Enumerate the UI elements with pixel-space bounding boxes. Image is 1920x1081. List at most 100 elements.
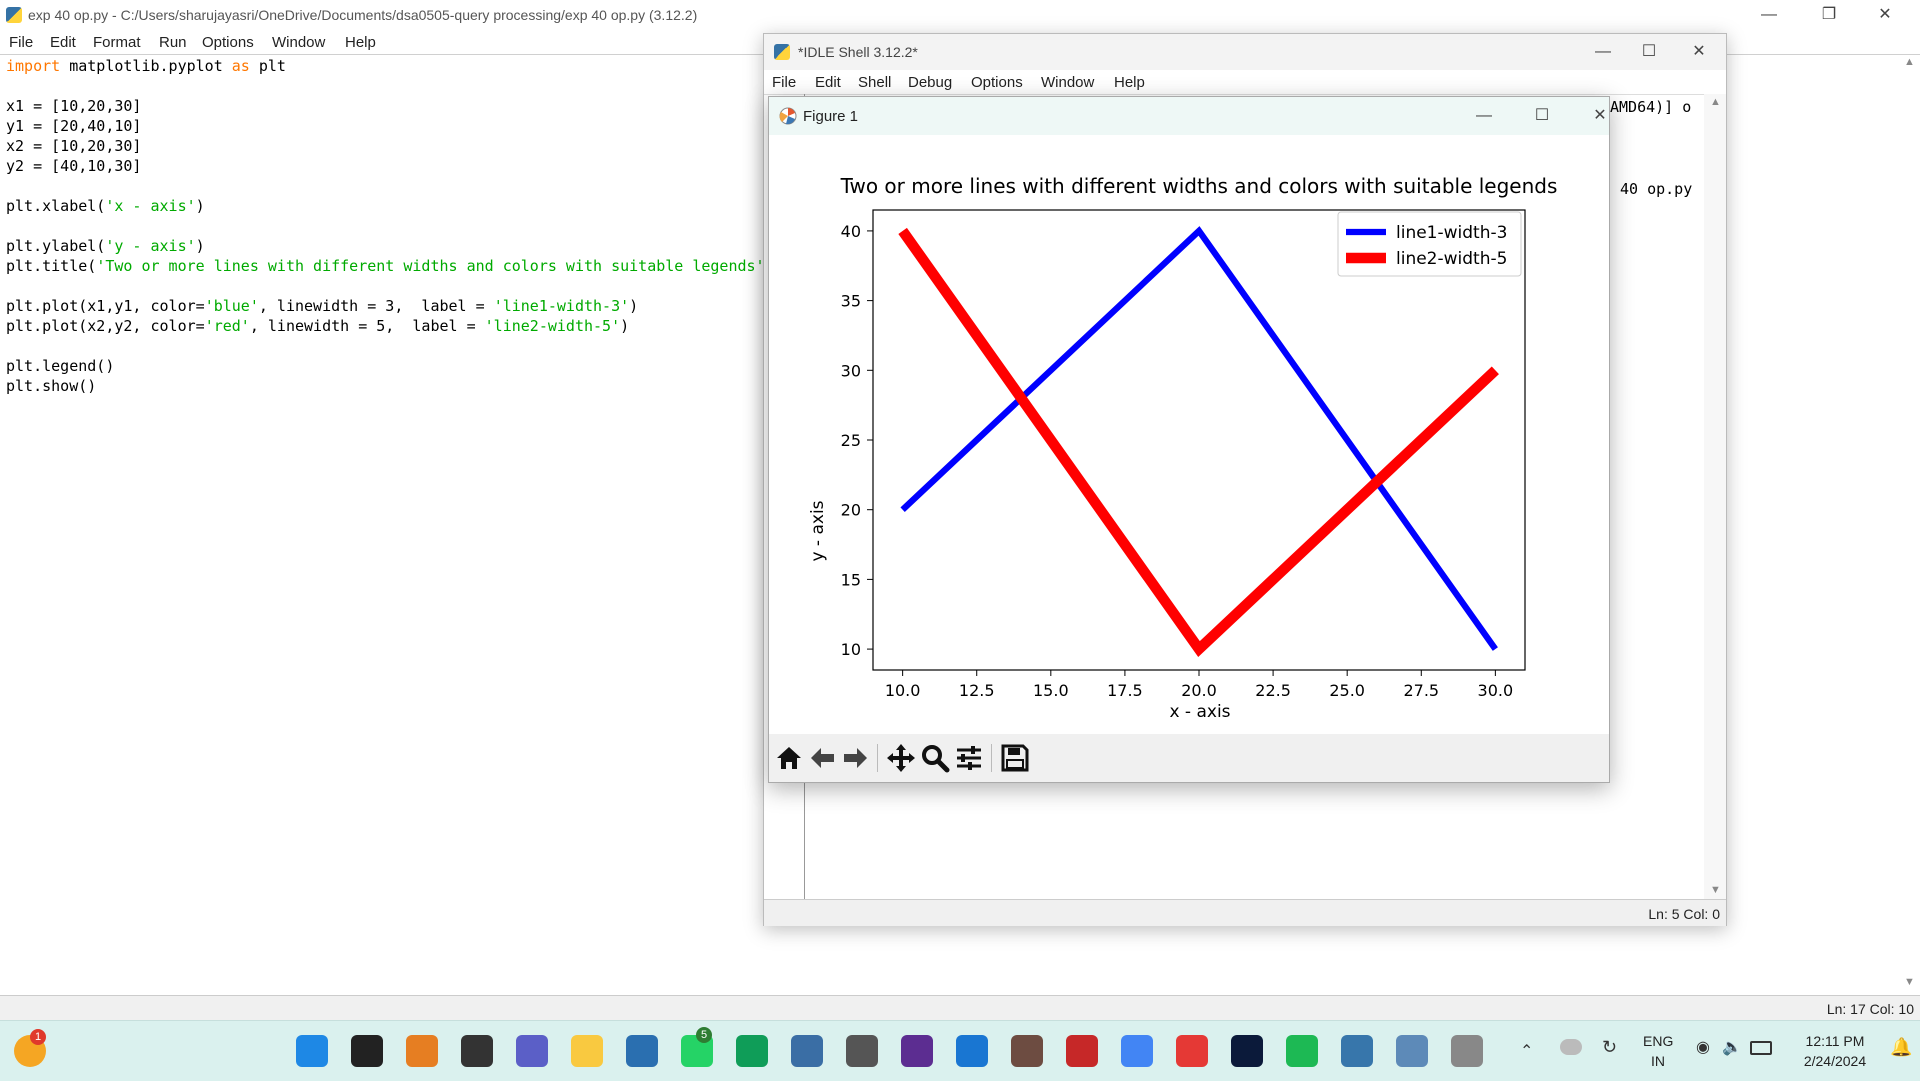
shark-icon[interactable] xyxy=(626,1035,658,1067)
task-view-icon[interactable] xyxy=(461,1035,493,1067)
whatsapp-badge: 5 xyxy=(696,1027,712,1043)
language-indicator[interactable]: ENG xyxy=(1643,1033,1674,1049)
pan-icon[interactable] xyxy=(885,742,917,774)
python-icon[interactable] xyxy=(1341,1035,1373,1067)
editor-menu-options[interactable]: Options xyxy=(202,34,254,51)
shell-menu-options[interactable]: Options xyxy=(971,74,1023,91)
shell-minimize-button[interactable]: — xyxy=(1595,43,1611,60)
editor-menu-window[interactable]: Window xyxy=(272,34,326,51)
disney-icon[interactable] xyxy=(1231,1035,1263,1067)
visual-studio-icon[interactable] xyxy=(901,1035,933,1067)
x-tick-label: 30.0 xyxy=(1478,681,1514,700)
start-icon[interactable] xyxy=(296,1035,328,1067)
idle-icon[interactable] xyxy=(1396,1035,1428,1067)
shell-menu-file[interactable]: File xyxy=(772,74,797,91)
x-tick-label: 10.0 xyxy=(885,681,921,700)
zoom-icon[interactable] xyxy=(919,742,951,774)
code-editor[interactable]: import matplotlib.pyplot as plt​x1 = [10… xyxy=(6,56,766,956)
shell-status-text: Ln: 5 Col: 0 xyxy=(1648,906,1720,922)
battery-icon[interactable] xyxy=(1750,1041,1772,1055)
shell-title: *IDLE Shell 3.12.2* xyxy=(798,44,918,60)
shell-close-button[interactable]: ✕ xyxy=(1692,43,1706,60)
copilot-icon[interactable] xyxy=(406,1035,438,1067)
scroll-down-icon[interactable]: ▼ xyxy=(1904,976,1915,988)
shell-maximize-button[interactable]: ☐ xyxy=(1641,43,1657,60)
code-line: ​ xyxy=(6,76,766,96)
speaker-muted-icon[interactable]: 🔈 xyxy=(1722,1039,1742,1056)
code-line: y1 = [20,40,10] xyxy=(6,117,142,135)
scroll-up-icon[interactable]: ▲ xyxy=(1710,96,1721,108)
x-tick-label: 25.0 xyxy=(1329,681,1365,700)
home-icon[interactable] xyxy=(773,742,805,774)
x-axis-label: x - axis xyxy=(1169,702,1230,722)
code-line: plt.title('Two or more lines with differ… xyxy=(6,257,766,275)
code-line: plt.plot(x2,y2, color='red', linewidth =… xyxy=(6,317,630,335)
edge-icon[interactable] xyxy=(736,1035,768,1067)
teams-icon[interactable] xyxy=(516,1035,548,1067)
opera-icon[interactable] xyxy=(1176,1035,1208,1067)
figure-title: Figure 1 xyxy=(803,108,859,125)
editor-scrollbar[interactable]: ▲ ▼ xyxy=(1898,56,1920,991)
editor-menu-format[interactable]: Format xyxy=(93,34,141,51)
chevron-up-icon[interactable]: ⌃ xyxy=(1520,1043,1534,1060)
x-tick-label: 22.5 xyxy=(1255,681,1291,700)
y-axis-label: y - axis xyxy=(808,500,828,561)
scroll-up-icon[interactable]: ▲ xyxy=(1904,56,1915,68)
series-line-1 xyxy=(900,226,1498,651)
wifi-icon[interactable]: ◉ xyxy=(1696,1039,1710,1056)
shell-menu-help[interactable]: Help xyxy=(1114,74,1145,91)
editor-menu-edit[interactable]: Edit xyxy=(50,34,76,51)
editor-restore-button[interactable]: ❐ xyxy=(1821,6,1837,23)
python-file-icon xyxy=(6,7,22,23)
figure-maximize-button[interactable]: ☐ xyxy=(1534,107,1550,124)
figure-minimize-button[interactable]: — xyxy=(1476,107,1492,124)
onedrive-icon[interactable] xyxy=(1560,1039,1582,1055)
bell-icon[interactable]: 🔔 xyxy=(1890,1037,1913,1057)
spotify-icon[interactable] xyxy=(1286,1035,1318,1067)
devcpp-icon[interactable] xyxy=(1066,1035,1098,1067)
shell-menu-shell[interactable]: Shell xyxy=(858,74,892,91)
editor-menu-run[interactable]: Run xyxy=(159,34,187,51)
monitor-app-icon[interactable] xyxy=(956,1035,988,1067)
code-line: plt.ylabel('y - axis') xyxy=(6,237,205,255)
editor-menu-help[interactable]: Help xyxy=(345,34,376,51)
editor-close-button[interactable]: ✕ xyxy=(1878,6,1892,23)
file-explorer-icon[interactable] xyxy=(571,1035,603,1067)
x-tick-label: 12.5 xyxy=(959,681,995,700)
code-line: x2 = [10,20,30] xyxy=(6,137,142,155)
shell-menu-window[interactable]: Window xyxy=(1041,74,1095,91)
code-line: x1 = [10,20,30] xyxy=(6,97,142,115)
search-icon[interactable] xyxy=(351,1035,383,1067)
legend-label: line1-width-3 xyxy=(1396,223,1507,243)
code-line: import matplotlib.pyplot as plt xyxy=(6,57,286,75)
region-indicator[interactable]: IN xyxy=(1651,1053,1665,1069)
chrome-icon[interactable] xyxy=(1121,1035,1153,1067)
save-icon[interactable] xyxy=(999,742,1031,774)
clock-time[interactable]: 12:11 PM xyxy=(1805,1033,1865,1049)
back-arrow-icon[interactable] xyxy=(807,742,839,774)
figure-icon[interactable] xyxy=(1451,1035,1483,1067)
editor-minimize-button[interactable]: — xyxy=(1761,6,1777,23)
scroll-down-icon[interactable]: ▼ xyxy=(1710,884,1721,896)
editor-menu-file[interactable]: File xyxy=(9,34,34,51)
tool-icon[interactable] xyxy=(1011,1035,1043,1067)
shell-menu-edit[interactable]: Edit xyxy=(815,74,841,91)
app-icon[interactable] xyxy=(846,1035,878,1067)
y-tick-label: 20 xyxy=(841,501,861,520)
code-line: ​ xyxy=(6,216,766,236)
clock-date[interactable]: 2/24/2024 xyxy=(1803,1053,1867,1069)
x-tick-label: 20.0 xyxy=(1181,681,1217,700)
code-line: ​ xyxy=(6,176,766,196)
configure-subplots-icon[interactable] xyxy=(953,742,985,774)
sync-icon[interactable]: ↻ xyxy=(1602,1037,1618,1057)
shell-scrollbar[interactable]: ▲ ▼ xyxy=(1704,94,1726,899)
figure-close-button[interactable]: ✕ xyxy=(1593,107,1607,124)
code-line: plt.show() xyxy=(6,377,97,395)
shell-output-text: 40 op.py xyxy=(1620,180,1693,198)
store-icon[interactable] xyxy=(791,1035,823,1067)
forward-arrow-icon[interactable] xyxy=(839,742,871,774)
figure-toolbar xyxy=(769,734,1609,782)
y-tick-label: 15 xyxy=(841,570,861,589)
chart-title: Two or more lines with different widths … xyxy=(840,174,1558,198)
shell-menu-debug[interactable]: Debug xyxy=(908,74,953,91)
